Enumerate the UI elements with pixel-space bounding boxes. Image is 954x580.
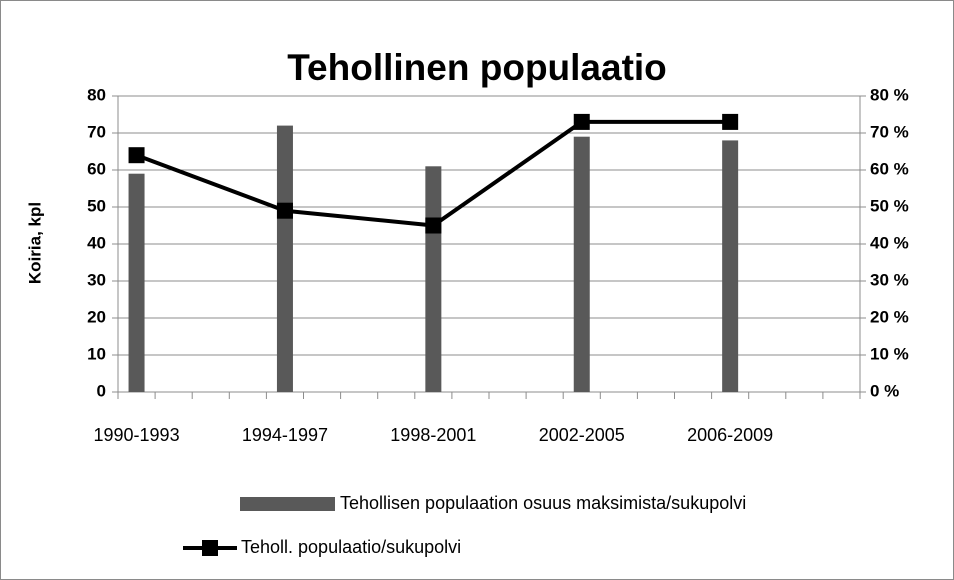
x-tick-label: 1994-1997 (242, 425, 328, 445)
y2-tick-label: 20 % (870, 307, 909, 326)
y-axis-label: Koiria, kpl (25, 202, 44, 284)
y-tick-label: 30 (87, 270, 106, 289)
chart-title: Tehollinen populaatio (287, 47, 667, 88)
y2-tick-label: 10 % (870, 344, 909, 363)
y-tick-label: 70 (87, 122, 106, 141)
marker (276, 202, 293, 219)
legend-swatch (240, 497, 335, 511)
x-tick-label: 2002-2005 (539, 425, 625, 445)
y-tick-label: 50 (87, 196, 106, 215)
bar (573, 136, 590, 392)
bar (128, 173, 145, 392)
bar (276, 125, 293, 392)
x-tick-label: 1990-1993 (94, 425, 180, 445)
marker (425, 217, 442, 234)
marker (722, 113, 739, 130)
legend-label: Tehollisen populaation osuus maksimista/… (340, 493, 746, 513)
y2-tick-label: 30 % (870, 270, 909, 289)
y-tick-label: 20 (87, 307, 106, 326)
y2-tick-label: 80 % (870, 85, 909, 104)
y2-tick-label: 60 % (870, 159, 909, 178)
y-tick-label: 0 (97, 381, 106, 400)
bar (425, 166, 442, 392)
marker (573, 113, 590, 130)
marker (128, 147, 145, 164)
y-tick-label: 40 (87, 233, 106, 252)
bar (722, 140, 739, 392)
legend-label: Teholl. populaatio/sukupolvi (241, 537, 461, 557)
x-tick-label: 2006-2009 (687, 425, 773, 445)
y2-tick-label: 40 % (870, 233, 909, 252)
y-tick-label: 60 (87, 159, 106, 178)
legend-marker (202, 540, 218, 556)
y2-tick-label: 70 % (870, 122, 909, 141)
y-tick-label: 80 (87, 85, 106, 104)
y2-tick-label: 0 % (870, 381, 899, 400)
y2-tick-label: 50 % (870, 196, 909, 215)
y-tick-label: 10 (87, 344, 106, 363)
x-tick-label: 1998-2001 (390, 425, 476, 445)
